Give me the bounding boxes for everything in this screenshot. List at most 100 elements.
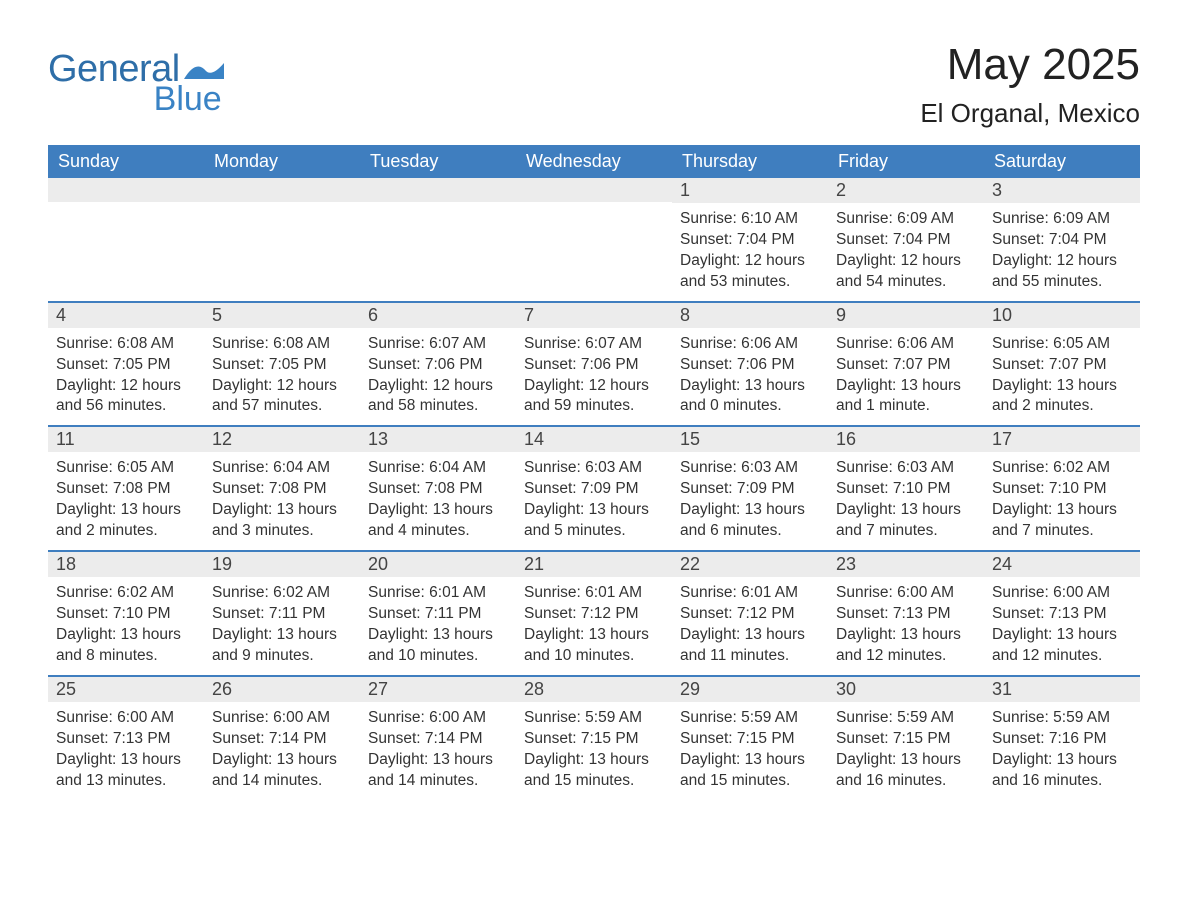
daylight-line-1: Daylight: 12 hours [368,376,508,397]
sunrise-line: Sunrise: 6:07 AM [368,334,508,355]
week-row: 1Sunrise: 6:10 AMSunset: 7:04 PMDaylight… [48,178,1140,301]
calendar-cell: 2Sunrise: 6:09 AMSunset: 7:04 PMDaylight… [828,178,984,301]
day-number: 29 [672,677,828,702]
daylight-line-2: and 56 minutes. [56,396,196,417]
cell-body: Sunrise: 6:10 AMSunset: 7:04 PMDaylight:… [672,203,828,301]
week-row: 25Sunrise: 6:00 AMSunset: 7:13 PMDayligh… [48,675,1140,800]
daylight-line-2: and 0 minutes. [680,396,820,417]
daylight-line-2: and 12 minutes. [836,646,976,667]
day-number: 10 [984,303,1140,328]
daylight-line-1: Daylight: 13 hours [56,750,196,771]
day-number: 30 [828,677,984,702]
cell-body: Sunrise: 6:04 AMSunset: 7:08 PMDaylight:… [204,452,360,550]
sunset-line: Sunset: 7:04 PM [992,230,1132,251]
sunset-line: Sunset: 7:06 PM [524,355,664,376]
cell-body: Sunrise: 6:03 AMSunset: 7:09 PMDaylight:… [516,452,672,550]
calendar-cell: 8Sunrise: 6:06 AMSunset: 7:06 PMDaylight… [672,303,828,426]
day-number: 31 [984,677,1140,702]
daylight-line-1: Daylight: 13 hours [212,750,352,771]
week-row: 11Sunrise: 6:05 AMSunset: 7:08 PMDayligh… [48,425,1140,550]
cell-body: Sunrise: 5:59 AMSunset: 7:15 PMDaylight:… [672,702,828,800]
sunrise-line: Sunrise: 5:59 AM [992,708,1132,729]
daylight-line-2: and 55 minutes. [992,272,1132,293]
day-number [360,178,516,202]
daylight-line-1: Daylight: 13 hours [680,625,820,646]
cell-body: Sunrise: 6:07 AMSunset: 7:06 PMDaylight:… [360,328,516,426]
calendar-cell [360,178,516,301]
calendar-cell: 5Sunrise: 6:08 AMSunset: 7:05 PMDaylight… [204,303,360,426]
cell-body: Sunrise: 6:06 AMSunset: 7:06 PMDaylight:… [672,328,828,426]
daylight-line-2: and 3 minutes. [212,521,352,542]
weekday-saturday: Saturday [984,145,1140,178]
sunrise-line: Sunrise: 5:59 AM [680,708,820,729]
day-number: 13 [360,427,516,452]
day-number: 7 [516,303,672,328]
daylight-line-2: and 13 minutes. [56,771,196,792]
daylight-line-1: Daylight: 12 hours [524,376,664,397]
cell-body: Sunrise: 5:59 AMSunset: 7:15 PMDaylight:… [516,702,672,800]
daylight-line-2: and 4 minutes. [368,521,508,542]
sunset-line: Sunset: 7:07 PM [992,355,1132,376]
daylight-line-1: Daylight: 13 hours [992,376,1132,397]
logo-word-blue: Blue [48,82,224,116]
day-number: 18 [48,552,204,577]
logo: General Blue [48,50,224,116]
calendar-cell [48,178,204,301]
sunrise-line: Sunrise: 6:05 AM [992,334,1132,355]
daylight-line-1: Daylight: 13 hours [56,625,196,646]
sunset-line: Sunset: 7:04 PM [680,230,820,251]
cell-body: Sunrise: 6:05 AMSunset: 7:08 PMDaylight:… [48,452,204,550]
day-number: 25 [48,677,204,702]
page-title: May 2025 [920,40,1140,90]
sunset-line: Sunset: 7:13 PM [836,604,976,625]
daylight-line-1: Daylight: 13 hours [524,750,664,771]
calendar-cell: 21Sunrise: 6:01 AMSunset: 7:12 PMDayligh… [516,552,672,675]
daylight-line-2: and 16 minutes. [836,771,976,792]
daylight-line-2: and 2 minutes. [992,396,1132,417]
cell-body: Sunrise: 6:08 AMSunset: 7:05 PMDaylight:… [204,328,360,426]
cell-body: Sunrise: 5:59 AMSunset: 7:15 PMDaylight:… [828,702,984,800]
sunset-line: Sunset: 7:12 PM [680,604,820,625]
calendar-cell: 18Sunrise: 6:02 AMSunset: 7:10 PMDayligh… [48,552,204,675]
calendar-cell: 15Sunrise: 6:03 AMSunset: 7:09 PMDayligh… [672,427,828,550]
calendar-cell: 6Sunrise: 6:07 AMSunset: 7:06 PMDaylight… [360,303,516,426]
sunrise-line: Sunrise: 6:00 AM [836,583,976,604]
day-number: 5 [204,303,360,328]
cell-body: Sunrise: 6:01 AMSunset: 7:12 PMDaylight:… [516,577,672,675]
weekday-tuesday: Tuesday [360,145,516,178]
daylight-line-1: Daylight: 13 hours [524,500,664,521]
weekday-wednesday: Wednesday [516,145,672,178]
calendar-cell: 17Sunrise: 6:02 AMSunset: 7:10 PMDayligh… [984,427,1140,550]
daylight-line-2: and 58 minutes. [368,396,508,417]
cell-body: Sunrise: 6:00 AMSunset: 7:13 PMDaylight:… [984,577,1140,675]
daylight-line-1: Daylight: 13 hours [992,500,1132,521]
daylight-line-2: and 14 minutes. [368,771,508,792]
sunset-line: Sunset: 7:15 PM [836,729,976,750]
daylight-line-2: and 10 minutes. [368,646,508,667]
cell-body: Sunrise: 6:02 AMSunset: 7:10 PMDaylight:… [48,577,204,675]
calendar-cell: 27Sunrise: 6:00 AMSunset: 7:14 PMDayligh… [360,677,516,800]
cell-body: Sunrise: 6:01 AMSunset: 7:12 PMDaylight:… [672,577,828,675]
day-number: 6 [360,303,516,328]
sunrise-line: Sunrise: 6:05 AM [56,458,196,479]
sunset-line: Sunset: 7:06 PM [680,355,820,376]
calendar-cell: 7Sunrise: 6:07 AMSunset: 7:06 PMDaylight… [516,303,672,426]
daylight-line-2: and 12 minutes. [992,646,1132,667]
cell-body: Sunrise: 6:08 AMSunset: 7:05 PMDaylight:… [48,328,204,426]
sunset-line: Sunset: 7:15 PM [680,729,820,750]
daylight-line-1: Daylight: 13 hours [992,625,1132,646]
daylight-line-1: Daylight: 13 hours [56,500,196,521]
sunrise-line: Sunrise: 5:59 AM [524,708,664,729]
daylight-line-2: and 9 minutes. [212,646,352,667]
calendar-cell [204,178,360,301]
calendar-cell: 11Sunrise: 6:05 AMSunset: 7:08 PMDayligh… [48,427,204,550]
cell-body: Sunrise: 6:06 AMSunset: 7:07 PMDaylight:… [828,328,984,426]
daylight-line-2: and 54 minutes. [836,272,976,293]
sunset-line: Sunset: 7:05 PM [56,355,196,376]
sunrise-line: Sunrise: 6:00 AM [992,583,1132,604]
sunset-line: Sunset: 7:06 PM [368,355,508,376]
daylight-line-1: Daylight: 12 hours [992,251,1132,272]
calendar-cell: 30Sunrise: 5:59 AMSunset: 7:15 PMDayligh… [828,677,984,800]
week-row: 18Sunrise: 6:02 AMSunset: 7:10 PMDayligh… [48,550,1140,675]
day-number: 11 [48,427,204,452]
